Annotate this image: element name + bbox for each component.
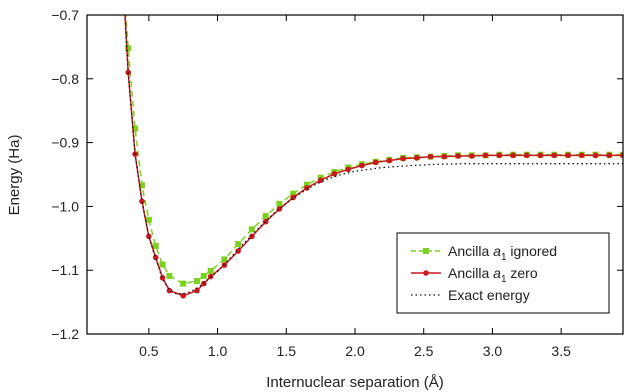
legend-marker (423, 248, 429, 254)
x-tick-label: 3.5 (551, 343, 571, 359)
point-ancilla-a1-zero (414, 155, 420, 161)
point-ancilla-a1-zero (551, 152, 558, 159)
point-ancilla-a1-ignored (248, 226, 255, 233)
point-ancilla-a1-zero (427, 153, 434, 160)
y-tick-label: −0.8 (51, 71, 79, 87)
point-ancilla-a1-ignored (166, 272, 173, 279)
x-tick-label: 2.0 (345, 343, 365, 359)
point-ancilla-a1-zero (194, 287, 200, 294)
point-ancilla-a1-zero (201, 280, 207, 287)
point-ancilla-a1-zero (372, 159, 379, 166)
y-tick-label: −0.7 (51, 7, 79, 23)
point-ancilla-a1-zero (331, 171, 338, 177)
series-layer (124, 15, 623, 299)
point-ancilla-a1-ignored (200, 272, 207, 279)
point-ancilla-a1-zero (400, 155, 406, 162)
x-axis-label: Internuclear separation (Å) (266, 374, 444, 391)
x-tick-label: 1.5 (277, 343, 297, 359)
x-tick-label: 1.0 (208, 343, 228, 359)
y-tick-label: −1.0 (51, 198, 79, 214)
x-tick-label: 3.0 (483, 343, 503, 359)
point-ancilla-a1-ignored (207, 267, 214, 274)
point-ancilla-a1-zero (345, 166, 351, 173)
point-ancilla-a1-ignored (276, 200, 283, 207)
point-ancilla-a1-zero (359, 162, 365, 169)
x-tick-label: 2.5 (414, 343, 434, 359)
point-ancilla-a1-ignored (138, 182, 145, 189)
point-ancilla-a1-zero (606, 152, 613, 159)
point-ancilla-a1-zero (592, 152, 599, 159)
point-ancilla-a1-ignored (159, 261, 166, 268)
point-ancilla-a1-zero (482, 152, 489, 159)
point-ancilla-a1-zero (386, 157, 393, 164)
point-ancilla-a1-zero (159, 275, 166, 281)
y-tick-label: −1.1 (51, 262, 79, 278)
point-ancilla-a1-ignored (303, 181, 310, 188)
y-tick-label: −1.2 (51, 326, 79, 342)
point-ancilla-a1-zero (146, 233, 152, 240)
point-ancilla-a1-ignored (125, 45, 132, 52)
legend-label-ancilla-a1-zero: Ancilla a1 zero (448, 265, 538, 285)
point-ancilla-a1-zero (304, 185, 310, 191)
point-ancilla-a1-zero (441, 153, 448, 160)
point-ancilla-a1-zero (317, 177, 324, 184)
point-ancilla-a1-ignored (221, 256, 228, 263)
point-ancilla-a1-ignored (180, 280, 187, 287)
point-ancilla-a1-zero (578, 152, 585, 159)
point-ancilla-a1-zero (166, 287, 173, 294)
point-ancilla-a1-zero (537, 152, 544, 159)
x-tick-label: 0.5 (139, 343, 159, 359)
point-ancilla-a1-ignored (145, 216, 152, 223)
tick-labels: 0.5 1.0 1.5 2.0 2.5 3.0 3.5 −1.2 −1.1 −1.0 −0.9 −0.… (51, 7, 571, 359)
point-ancilla-a1-ignored (235, 241, 242, 248)
point-ancilla-a1-zero (249, 233, 255, 240)
point-ancilla-a1-zero (565, 152, 571, 159)
point-ancilla-a1-zero (523, 152, 530, 159)
legend-label-exact-energy: Exact energy (448, 287, 530, 303)
point-ancilla-a1-zero (455, 153, 461, 159)
point-ancilla-a1-zero (235, 248, 241, 254)
point-ancilla-a1-ignored (262, 212, 269, 219)
y-axis-label: Energy (Ha) (6, 135, 23, 216)
point-ancilla-a1-zero (620, 152, 623, 159)
series-line-exact-energy (124, 15, 623, 295)
point-ancilla-a1-ignored (152, 242, 159, 249)
point-ancilla-a1-zero (510, 152, 516, 159)
point-ancilla-a1-zero (139, 198, 145, 205)
point-ancilla-a1-zero (125, 69, 132, 76)
point-ancilla-a1-zero (180, 292, 187, 299)
point-ancilla-a1-ignored (132, 125, 139, 132)
point-ancilla-a1-ignored (193, 278, 200, 285)
legend-label-ancilla-a1-ignored: Ancilla a1 ignored (448, 243, 557, 263)
plot-frame (86, 14, 624, 335)
point-ancilla-a1-zero (496, 152, 503, 159)
point-ancilla-a1-zero (469, 153, 475, 159)
point-ancilla-a1-zero (290, 194, 296, 201)
point-ancilla-a1-ignored (290, 190, 297, 197)
legend-marker (423, 270, 429, 276)
y-tick-label: −0.9 (51, 135, 79, 151)
